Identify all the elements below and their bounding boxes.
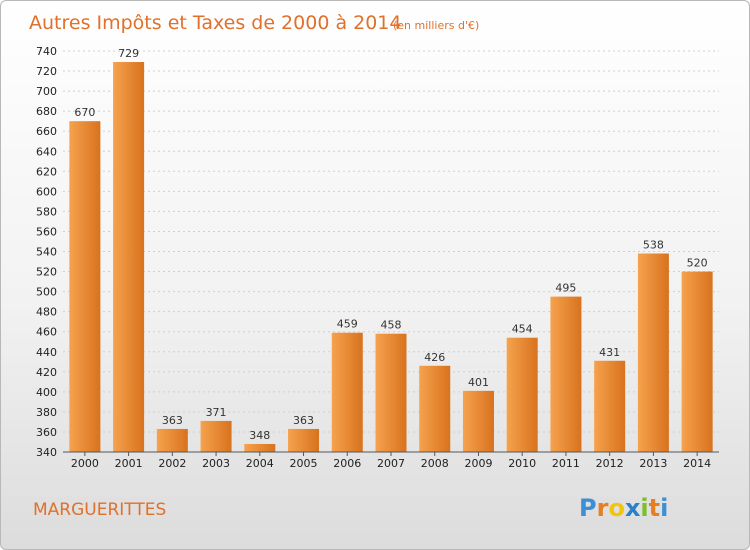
logo-letter: x [625,494,641,522]
x-tick-label: 2005 [290,457,318,470]
chart-subtitle: (en milliers d'€) [393,19,479,32]
y-axis: 340 360 380 400 420 440 460 480 500 520 540 560 580 6… [36,45,57,459]
data-label-2007: 458 [381,319,402,332]
bar-2007 [375,333,407,452]
bar-2010 [506,337,538,452]
y-tick-label: 400 [36,386,57,399]
bar-2014 [681,271,713,452]
y-tick-label: 640 [36,145,57,158]
bar-2006 [331,332,363,452]
data-label-2010: 454 [512,323,533,336]
data-label-2005: 363 [293,414,314,427]
x-axis: 2000 2001 2002 2003 2004 2005 2006 2007 2008 2009… [71,452,711,470]
x-tick-label: 2000 [71,457,99,470]
y-tick-label: 480 [36,306,57,319]
y-tick-label: 620 [36,165,57,178]
bar-2009 [462,390,494,452]
bar-2005 [288,428,320,452]
y-tick-label: 420 [36,366,57,379]
x-tick-label: 2010 [508,457,536,470]
data-label-2002: 363 [162,414,183,427]
x-tick-label: 2008 [421,457,449,470]
data-label-2003: 371 [206,406,227,419]
data-label-2000: 670 [74,106,95,119]
commune-name: MARGUERITTES [33,500,166,520]
bar-2004 [244,443,276,452]
y-tick-label: 500 [36,286,57,299]
x-tick-label: 2004 [246,457,274,470]
logo-letter: o [608,494,625,522]
y-tick-label: 660 [36,125,57,138]
data-label-2001: 729 [118,47,139,60]
chart-title: Autres Impôts et Taxes de 2000 à 2014 [29,12,402,34]
y-tick-label: 340 [36,446,57,459]
y-tick-label: 600 [36,185,57,198]
y-tick-label: 380 [36,406,57,419]
x-tick-label: 2012 [596,457,624,470]
y-tick-label: 720 [36,65,57,78]
y-tick-label: 560 [36,225,57,238]
y-tick-label: 440 [36,346,57,359]
logo-letter: P [579,494,597,522]
x-tick-label: 2007 [377,457,405,470]
bar-2003 [200,420,232,452]
data-label-2004: 348 [249,429,270,442]
logo-letter: i [640,494,648,522]
logo-letter: t [649,494,660,522]
y-tick-label: 360 [36,426,57,439]
y-tick-label: 580 [36,205,57,218]
bar-2011 [550,296,582,452]
y-tick-label: 700 [36,85,57,98]
bar-2012 [594,360,626,452]
data-label-2013: 538 [643,239,664,252]
y-tick-label: 460 [36,326,57,339]
x-tick-label: 2014 [683,457,711,470]
data-label-2006: 459 [337,318,358,331]
y-tick-label: 520 [36,266,57,279]
bars: 670 729 363 371 348 363 459 458 426 401 454 495 431 5… [69,47,713,453]
bar-2000 [69,121,101,453]
data-label-2014: 520 [687,257,708,270]
proxiti-logo: Proxiti [579,494,668,522]
x-tick-label: 2013 [639,457,667,470]
data-label-2012: 431 [599,346,620,359]
x-tick-label: 2011 [552,457,580,470]
y-tick-label: 540 [36,246,57,259]
x-tick-label: 2002 [158,457,186,470]
bar-2013 [637,253,669,452]
bar-2002 [156,428,188,452]
data-label-2008: 426 [424,351,445,364]
logo-letter: i [660,494,668,522]
x-tick-label: 2001 [115,457,143,470]
bar-2001 [113,62,145,453]
logo-letter: r [597,494,609,522]
data-label-2009: 401 [468,376,489,389]
data-label-2011: 495 [555,282,576,295]
x-tick-label: 2003 [202,457,230,470]
x-tick-label: 2009 [464,457,492,470]
bar-2008 [419,365,451,452]
y-tick-label: 680 [36,105,57,118]
y-tick-label: 740 [36,45,57,58]
x-tick-label: 2006 [333,457,361,470]
